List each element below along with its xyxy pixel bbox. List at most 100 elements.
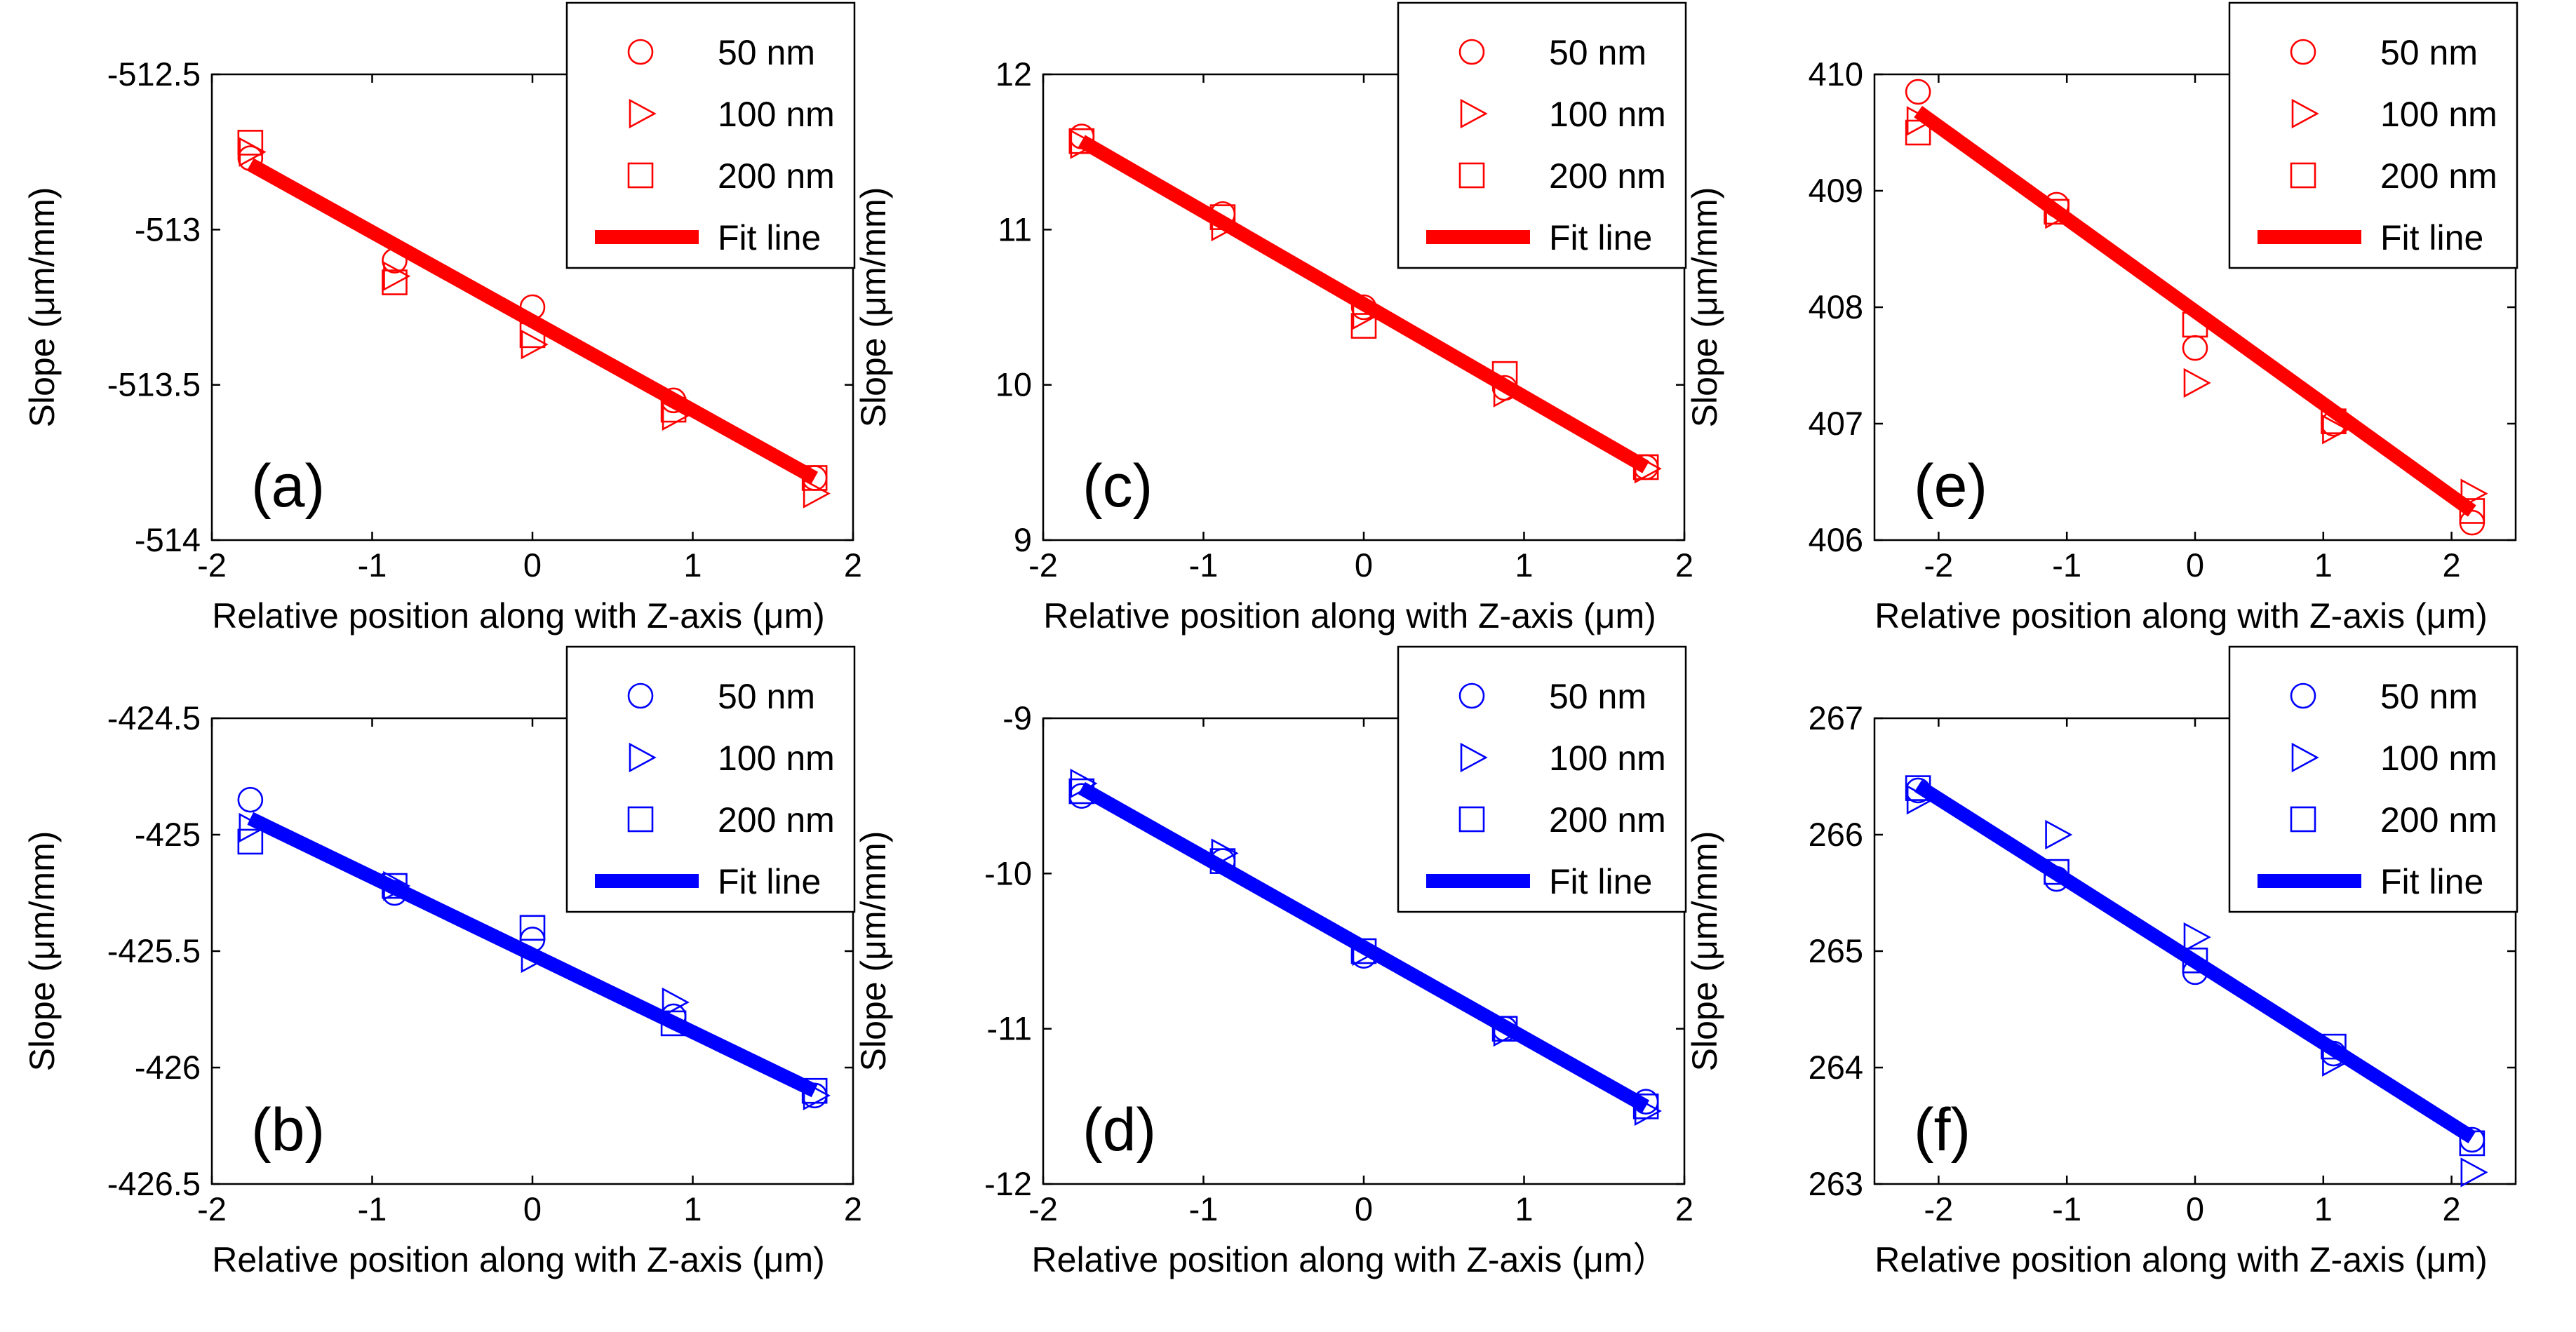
data-point-circle [237,786,264,813]
data-point-square [2459,498,2486,524]
legend-label: 50 nm [718,677,815,716]
x-tick-label: 2 [844,1190,862,1227]
data-point-triangle-right [2045,199,2073,229]
y-tick-label: 264 [1809,1049,1863,1086]
x-tick-label: 2 [1675,546,1693,584]
x-tick-label: -1 [1189,546,1219,584]
data-point-square [801,1077,828,1104]
legend-label: 100 nm [718,95,835,134]
data-point-triangle-right [521,943,549,974]
legend-label: Fit line [2380,862,2483,901]
x-tick-label: 0 [523,1190,542,1227]
y-tick-label: 266 [1809,816,1863,853]
x-tick-label: -1 [1189,1190,1219,1227]
legend-marker-triangle-right [2291,98,2319,129]
x-tick-label: 1 [683,1190,702,1227]
data-point-square [1905,119,1931,146]
x-tick-label: -2 [1924,1190,1954,1227]
y-tick-label: -514 [135,521,201,558]
x-tick-label: 1 [2314,1190,2333,1227]
y-tick-label: 407 [1809,405,1863,442]
y-axis-title: Slope (μm/mm) [854,831,893,1072]
x-tick-label: -2 [197,546,227,584]
data-point-square [1905,775,1931,801]
legend-box [1397,645,1687,913]
fit-line [1914,106,2476,517]
data-point-triangle-right [803,478,831,509]
data-point-triangle-right [2322,1047,2350,1077]
data-point-triangle-right [1211,211,1239,242]
data-point-circle [237,145,264,171]
panel-b: -2 -1 0 1 2 -426.5 -426 -425.5 -425 -424.5 Relativ… [22,645,862,1279]
legend-label: 50 nm [2380,33,2478,72]
legend-marker-circle [2290,682,2316,709]
x-axis-title: Relative position along with Z-axis (μm) [1043,596,1656,635]
legend-marker-triangle-right [629,742,657,773]
x-axis-title: Relative position along with Z-axis (μm） [1032,1240,1668,1279]
legend-marker-square [1458,162,1485,189]
y-tick-label: 409 [1809,172,1863,209]
y-tick-label: 406 [1809,521,1863,558]
legend-box [565,645,856,913]
data-point-square [382,269,408,295]
data-point-circle [2182,335,2208,361]
data-point-triangle-right [1352,936,1380,967]
data-point-triangle-right [1070,768,1098,799]
data-point-square [2044,859,2069,885]
data-point-square [1491,361,1518,387]
x-tick-label: -2 [197,1190,227,1227]
x-tick-label: -2 [1028,1190,1058,1227]
data-point-circle [519,294,546,321]
legend-box [2228,1,2518,269]
legend-marker-triangle-right [1460,98,1488,129]
x-axis-title: Relative position along with Z-axis (μm) [1874,596,2488,635]
legend-marker-circle [627,39,654,65]
panel-tag: (f) [1914,1096,1971,1164]
panel-tag: (a) [251,452,325,520]
x-tick-label: 2 [844,546,862,584]
x-tick-label: -1 [358,546,387,584]
y-tick-label: 263 [1809,1165,1863,1202]
y-tick-label: -425.5 [107,932,201,969]
legend: 50 nm 100 nm 200 nm Fit line [565,645,856,913]
legend-box [1397,1,1687,269]
y-tick-label: 12 [995,55,1032,93]
data-point-triangle-right [239,812,267,843]
y-tick-label: 267 [1809,699,1863,736]
y-tick-label: -424.5 [107,699,201,736]
legend: 50 nm 100 nm 200 nm Fit line [1397,645,1687,913]
data-point-triangle-right [2460,1157,2488,1188]
y-axis-title: Slope (μm/mm) [854,187,893,428]
x-tick-label: 0 [2186,546,2204,584]
legend-label: 200 nm [718,156,835,196]
y-tick-label: 9 [1014,521,1032,558]
x-tick-label: 0 [1355,1190,1373,1227]
y-tick-label: -10 [984,854,1032,892]
data-point-square [2182,947,2208,974]
x-axis-title: Relative position along with Z-axis (μm) [1874,1240,2488,1279]
data-point-triangle-right [1493,1016,1521,1047]
panel-e: -2 -1 0 1 2 406 407 408 409 410 Relative position … [1685,1,2518,635]
panel-tag: (e) [1914,452,1987,520]
data-point-triangle-right [2183,368,2211,398]
x-tick-label: -1 [2052,1190,2081,1227]
legend-label: Fit line [718,862,821,901]
data-point-square [660,1010,687,1037]
data-point-square [660,396,687,423]
legend-marker-circle [627,682,654,709]
y-tick-label: -512.5 [107,55,201,93]
panel-tag: (c) [1082,452,1153,520]
x-tick-label: 2 [2443,1190,2461,1227]
panel-f: -2 -1 0 1 2 263 264 265 266 267 Relative position … [1685,645,2518,1279]
data-point-square [1632,1094,1659,1119]
data-point-triangle-right [239,137,267,167]
legend-marker-square [2290,162,2316,189]
y-tick-label: -513.5 [107,366,201,403]
legend-label: 100 nm [2380,95,2497,134]
y-axis-title: Slope (μm/mm) [22,831,62,1072]
data-point-square [1350,938,1377,964]
legend-marker-square [2290,806,2316,833]
y-tick-label: 10 [995,366,1032,403]
legend-label: 50 nm [2380,677,2478,716]
